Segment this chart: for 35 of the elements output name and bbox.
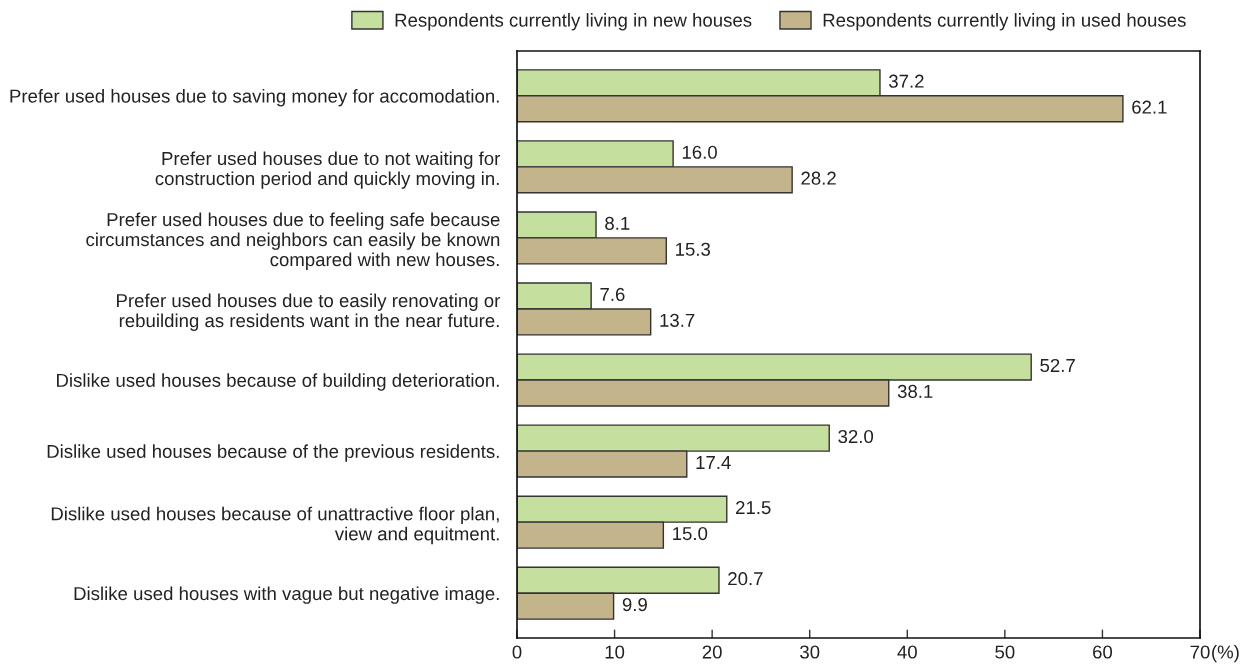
data-label: 38.1 [897,384,933,398]
x-tick-label: 40 [897,645,917,659]
legend-label: Respondents currently living in new houses [395,13,752,31]
y-tick-label: Dislike used houses because of the previous residents. [47,444,499,462]
data-label: 9.9 [622,598,647,612]
y-tick-label: Dislike used houses with vague but negative image. [74,586,499,604]
data-label: 62.1 [1132,100,1167,114]
data-label: 28.2 [801,171,836,185]
data-label: 15.3 [676,242,711,256]
data-label: 16.0 [682,145,717,159]
data-label: 20.7 [728,572,763,586]
data-label: 17.4 [696,456,731,469]
y-tick-label: Dislike used houses because of unattractive floor plan, view and equitment. [51,506,499,545]
data-label: 21.5 [736,501,771,515]
y-tick-label: Prefer used houses due to saving money for accomodation. [10,89,499,107]
y-tick-label: Dislike used houses because of building deterioration. [57,373,499,391]
data-label: 13.7 [660,313,695,327]
data-label: 32.0 [838,429,874,444]
y-tick-label: Prefer used houses due to not waiting for construction period and quickly moving in. [155,151,501,189]
x-tick-label: 60 [1093,645,1113,659]
x-tick-label: 10 [605,645,625,659]
y-tick-label: Prefer used houses due to feeling safe because circumstances and neighbors can easily be known compared with new houses. [86,212,500,270]
x-tick-label: 30 [800,645,820,659]
legend-label: Respondents currently living in used houses [823,13,1186,31]
y-tick-label: Prefer used houses due to easily renovating or rebuilding as residents want in the near future. [117,293,501,331]
x-tick-label: 50 [995,645,1015,659]
data-label: 52.7 [1040,358,1075,373]
data-label: 15.0 [673,526,708,541]
data-label: 37.2 [889,74,924,88]
data-label: 7.6 [600,287,625,301]
x-tick-label: 20 [702,645,722,659]
x-tick-label: 0 [512,645,522,659]
x-tick-label: 70 [1190,645,1210,659]
x-axis-title: (%) [1212,644,1239,663]
data-label: 8.1 [605,216,630,230]
